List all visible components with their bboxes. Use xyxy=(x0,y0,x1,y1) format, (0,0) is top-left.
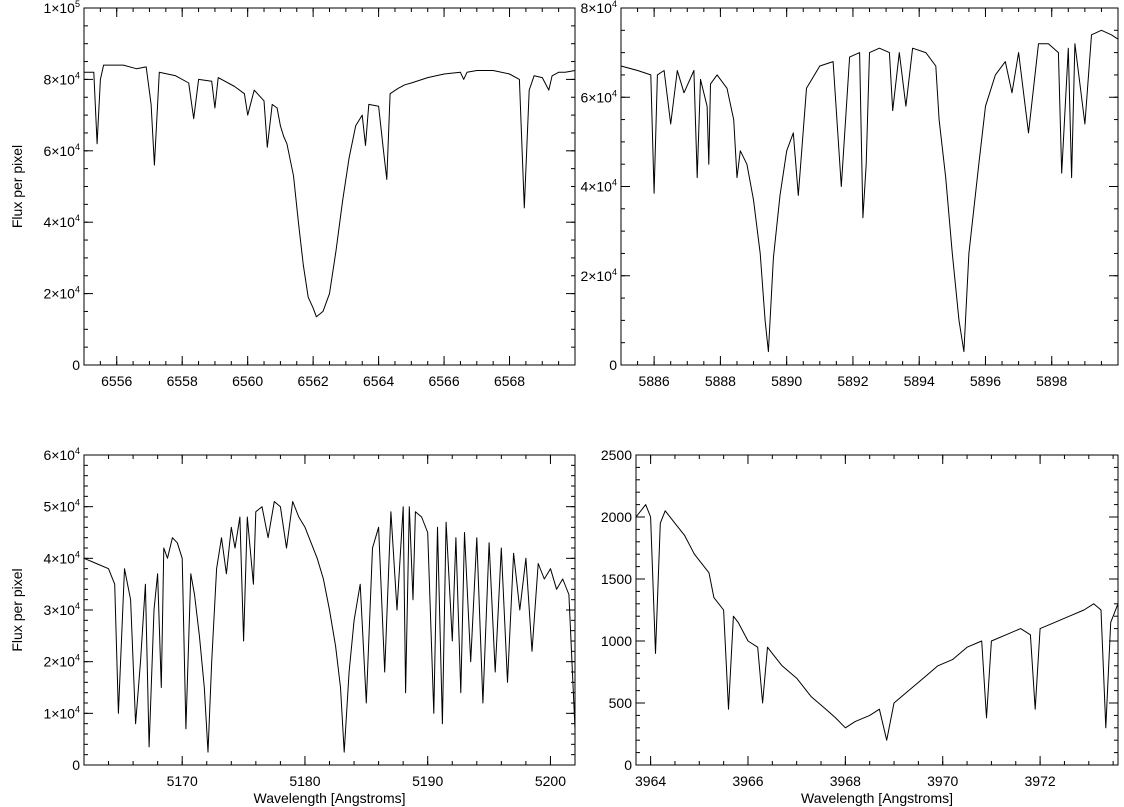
y-tick-label: 4×104 xyxy=(43,549,80,566)
x-tick-label: 3968 xyxy=(830,773,861,789)
spectrum-line xyxy=(620,29,1119,353)
x-axis-title: Wavelength [Angstroms] xyxy=(801,790,953,806)
y-tick-label: 4×104 xyxy=(43,213,80,230)
x-tick-label: 5200 xyxy=(535,773,566,789)
panel-sodium-d: 5886 5888 5890 5892 5894 5896 5898 0 2×104 4×104 6… xyxy=(580,0,1119,389)
y-tick-label: 3×104 xyxy=(43,601,80,618)
panel-ca-h: 3964 3966 3968 3970 3972 0 500 1000 1500 2000 2500… xyxy=(601,447,1119,806)
x-tick-label: 5180 xyxy=(289,773,320,789)
x-tick-label: 5886 xyxy=(639,373,670,389)
y-tick-label: 4×104 xyxy=(580,178,617,195)
x-tick-label: 5892 xyxy=(837,373,868,389)
plot-frame xyxy=(635,454,1119,766)
x-tick-label: 6560 xyxy=(232,373,263,389)
y-tick-label: 2×104 xyxy=(580,267,617,284)
y-tick-label: 2000 xyxy=(601,509,632,525)
y-tick-label: 6×104 xyxy=(580,88,617,105)
x-tick-label: 5190 xyxy=(412,773,443,789)
x-tick-label: 5890 xyxy=(771,373,802,389)
y-tick-label: 2500 xyxy=(601,447,632,463)
spectrum-line xyxy=(635,504,1119,741)
y-tick-label: 0 xyxy=(72,357,80,373)
y-tick-label: 0 xyxy=(72,757,80,773)
y-axis-title: Flux per pixel xyxy=(9,568,25,651)
plot-frame xyxy=(83,7,576,366)
y-tick-label: 8×104 xyxy=(580,0,617,16)
x-tick-label: 6564 xyxy=(363,373,394,389)
x-tick-label: 6566 xyxy=(428,373,459,389)
x-tick-label: 6558 xyxy=(167,373,198,389)
x-tick-label: 6568 xyxy=(494,373,525,389)
x-tick-label: 3972 xyxy=(1025,773,1056,789)
x-tick-label: 5898 xyxy=(1036,373,1067,389)
panel-mg-b: 5170 5180 5190 5200 0 1×104 2×104 3×104 4×104 5×1… xyxy=(9,446,576,806)
y-tick-label: 5×104 xyxy=(43,498,80,515)
x-tick-label: 6562 xyxy=(298,373,329,389)
y-tick-label: 2×104 xyxy=(43,285,80,302)
y-tick-label: 1×105 xyxy=(43,0,80,16)
x-tick-label: 5896 xyxy=(970,373,1001,389)
y-tick-label: 0 xyxy=(624,757,632,773)
x-tick-label: 3966 xyxy=(732,773,763,789)
y-tick-label: 2×104 xyxy=(43,653,80,670)
x-tick-label: 6556 xyxy=(101,373,132,389)
panel-h-alpha: 6556 6558 6560 6562 6564 6566 6568 0 2×104 4×104 6… xyxy=(9,0,576,389)
y-tick-label: 6×104 xyxy=(43,142,80,159)
y-tick-label: 500 xyxy=(609,695,633,711)
y-tick-label: 1×104 xyxy=(43,704,80,721)
x-tick-label: 3970 xyxy=(927,773,958,789)
y-axis-title: Flux per pixel xyxy=(9,145,25,228)
y-tick-label: 8×104 xyxy=(43,70,80,87)
y-tick-label: 0 xyxy=(609,357,617,373)
x-tick-label: 5888 xyxy=(705,373,736,389)
spectrum-line xyxy=(84,64,576,318)
x-tick-label: 3964 xyxy=(635,773,666,789)
x-tick-label: 5170 xyxy=(167,773,198,789)
spectrum-line xyxy=(83,501,576,753)
x-tick-label: 5894 xyxy=(904,373,935,389)
y-tick-label: 1000 xyxy=(601,633,632,649)
y-tick-label: 6×104 xyxy=(43,446,80,463)
x-axis-title: Wavelength [Angstroms] xyxy=(254,790,406,806)
y-tick-label: 1500 xyxy=(601,571,632,587)
